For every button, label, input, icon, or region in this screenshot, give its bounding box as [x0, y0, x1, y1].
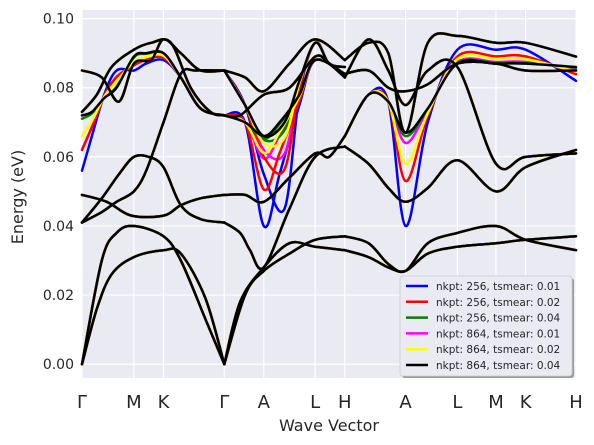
y-axis-title: Energy (eV) — [8, 150, 27, 244]
legend-box — [399, 275, 573, 377]
legend-label: nkpt: 864, tsmear: 0.04 — [436, 360, 561, 372]
x-tick-label: H — [569, 392, 583, 413]
band-line — [80, 38, 226, 103]
legend-label: nkpt: 864, tsmear: 0.01 — [436, 328, 560, 340]
band-line — [343, 43, 578, 228]
legend-label: nkpt: 256, tsmear: 0.04 — [436, 313, 561, 325]
band-line — [223, 145, 347, 271]
x-tick-label: Γ — [77, 392, 87, 413]
x-tick-label: A — [258, 392, 271, 413]
y-tick-label: 0.00 — [43, 357, 74, 373]
y-tick-label: 0.02 — [43, 288, 74, 304]
band-line — [343, 32, 578, 134]
band-line — [343, 224, 578, 274]
band-line — [343, 59, 578, 138]
legend-label: nkpt: 256, tsmear: 0.01 — [436, 281, 560, 293]
band-line — [223, 235, 347, 366]
band-lines — [80, 32, 578, 366]
band-line — [223, 41, 347, 138]
band-line — [223, 240, 347, 366]
x-tick-label: H — [338, 392, 352, 413]
legend: nkpt: 256, tsmear: 0.01 nkpt: 256, tsmear… — [399, 275, 574, 378]
band-line — [343, 145, 578, 204]
band-line — [80, 50, 226, 117]
y-tick-label: 0.08 — [43, 81, 74, 97]
band-line — [343, 38, 578, 171]
band-line — [80, 193, 226, 219]
band-line — [80, 37, 226, 117]
x-tick-label: A — [399, 392, 412, 413]
band-line — [223, 134, 347, 204]
band-line — [80, 247, 226, 366]
y-tick-label: 0.10 — [43, 12, 74, 28]
band-line — [80, 224, 226, 366]
y-tick-label: 0.06 — [43, 150, 74, 166]
band-line — [80, 153, 226, 224]
x-tick-label: M — [488, 392, 504, 413]
band-line — [343, 60, 578, 93]
y-tick-labels: 0.00 0.02 0.04 0.06 0.08 0.10 — [43, 12, 74, 374]
x-tick-label: M — [126, 392, 142, 413]
x-tick-label: K — [158, 392, 171, 413]
x-axis-title: Wave Vector — [279, 416, 379, 435]
band-line — [80, 67, 226, 224]
x-tick-label: L — [310, 392, 320, 413]
legend-label: nkpt: 256, tsmear: 0.02 — [436, 297, 560, 309]
y-tick-label: 0.04 — [43, 219, 74, 235]
band-line — [343, 235, 578, 273]
x-tick-label: L — [452, 392, 462, 413]
band-line — [223, 58, 347, 138]
legend-label: nkpt: 864, tsmear: 0.02 — [436, 344, 560, 356]
x-tick-label: Γ — [219, 392, 229, 413]
band-line — [223, 38, 347, 93]
x-tick-label: K — [520, 392, 533, 413]
